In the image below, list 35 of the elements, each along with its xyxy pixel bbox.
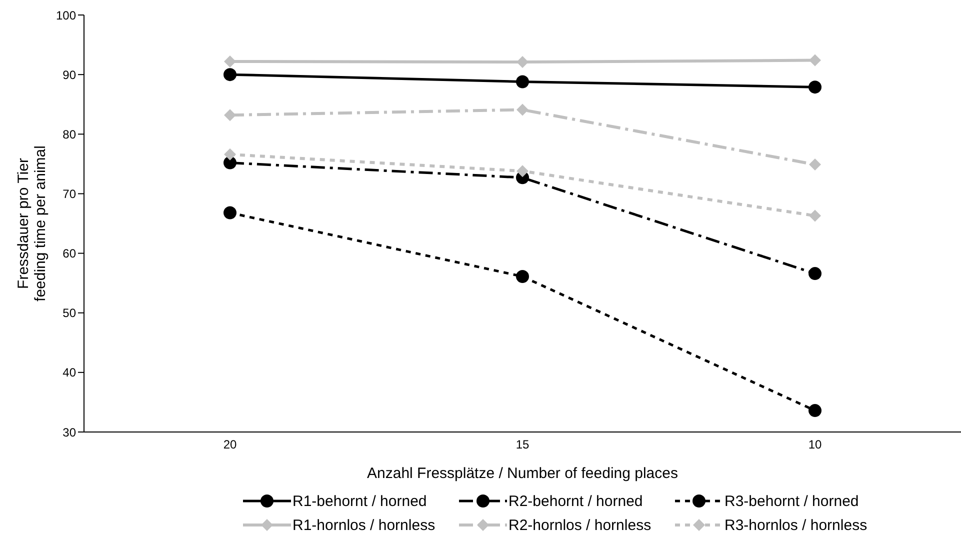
point [224, 206, 236, 220]
y-tick-label: 100 [56, 8, 76, 22]
legend-label: R2-hornlos / hornless [508, 516, 652, 534]
y-axis-title: Fressdauer pro Tier feeding time per animal [15, 146, 49, 302]
point [516, 270, 529, 284]
legend-label: R2-behornt / horned [508, 492, 643, 510]
x-tick-label: 20 [223, 438, 237, 452]
y-tick-label: 30 [62, 425, 76, 440]
point [516, 56, 528, 68]
x-axis-title: Anzahl Fressplätze / Number of feeding places [367, 465, 678, 482]
point [808, 80, 822, 94]
y-tick-label: 50 [62, 306, 76, 320]
point [224, 109, 236, 122]
y-tick-label: 90 [62, 68, 76, 82]
legend-label: R3-hornlos / hornless [724, 516, 868, 534]
point [224, 148, 236, 160]
point [516, 104, 528, 116]
y-tick-label: 40 [62, 366, 76, 380]
point [808, 267, 822, 280]
legend-label: R1-hornlos / hornless [292, 516, 436, 534]
legend-label: R1-behornt / horned [292, 492, 427, 510]
x-tick-label: 10 [808, 438, 822, 452]
x-tick-label: 15 [516, 438, 530, 452]
point [516, 165, 528, 178]
y-tick-label: 80 [62, 127, 76, 142]
point [809, 158, 821, 171]
y-tick-label: 60 [62, 246, 76, 261]
point [224, 68, 236, 82]
point [808, 404, 822, 418]
point [809, 210, 821, 222]
point [224, 55, 236, 68]
point [809, 54, 821, 66]
point [516, 75, 529, 88]
y-tick-label: 70 [62, 186, 76, 201]
legend-label: R3-behornt / horned [724, 492, 859, 510]
